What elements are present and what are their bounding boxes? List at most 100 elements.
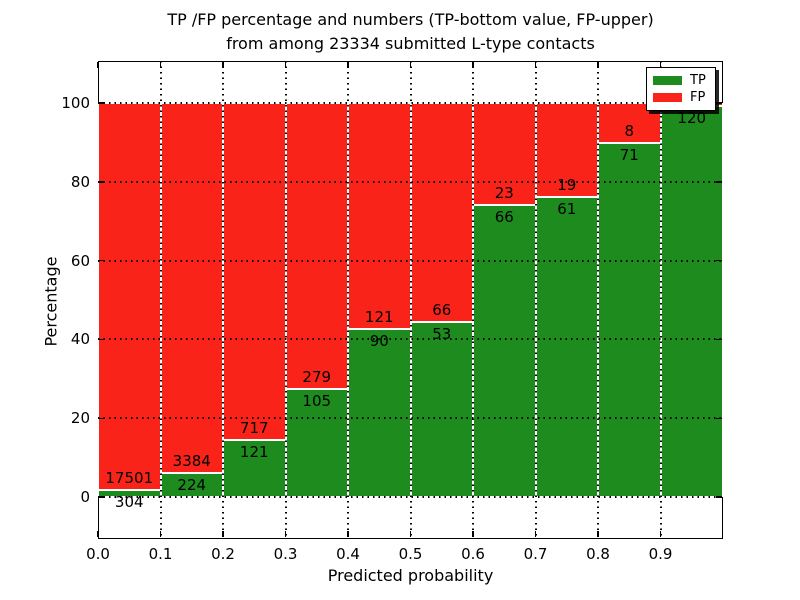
x-tick-label: 0.0 <box>86 545 110 563</box>
bar-segment-fp <box>473 103 536 205</box>
x-tick-mark-bottom <box>97 531 99 537</box>
x-tick-mark-top <box>159 62 162 68</box>
gridline-x <box>284 61 287 539</box>
x-tick-mark-bottom <box>159 531 162 537</box>
bar-segment-fp <box>223 103 286 441</box>
tp-value-label: 53 <box>432 324 452 343</box>
x-tick-mark-bottom <box>347 531 349 537</box>
tp-value-label: 120 <box>677 109 707 128</box>
x-tick-mark-bottom <box>472 531 474 537</box>
y-tick-mark-left <box>99 102 105 104</box>
y-tick-mark-right <box>716 417 722 419</box>
y-tick-label: 20 <box>70 409 90 428</box>
legend-swatch-tp <box>653 76 682 85</box>
tp-value-label: 66 <box>494 207 514 226</box>
x-tick-label: 0.8 <box>586 545 610 563</box>
y-tick-label: 0 <box>80 488 90 506</box>
legend-box: TP FP <box>646 67 716 111</box>
x-tick-label: 0.6 <box>461 545 485 563</box>
y-tick-mark-left <box>99 259 105 262</box>
fp-value-label: 23 <box>494 183 514 202</box>
y-tick-mark-left <box>99 338 105 341</box>
y-tick-mark-left <box>99 417 105 419</box>
fp-value-label: 19 <box>557 175 577 194</box>
bar-segment-fp <box>410 103 473 322</box>
x-tick-mark-bottom <box>597 531 599 537</box>
x-tick-mark-bottom <box>284 531 287 537</box>
gridline-x <box>534 61 537 539</box>
bar-segment-tp <box>535 196 598 497</box>
x-tick-label: 0.4 <box>336 545 360 563</box>
tp-value-label: 304 <box>114 493 144 512</box>
fp-value-label: 8 <box>624 121 635 140</box>
legend-label-tp: TP <box>690 73 706 88</box>
tp-value-label: 90 <box>369 331 389 350</box>
chart-title: TP /FP percentage and numbers (TP-bottom… <box>98 8 723 56</box>
x-tick-label: 0.9 <box>648 545 673 563</box>
fp-value-label: 121 <box>364 307 394 326</box>
legend-item-tp: TP <box>653 74 709 87</box>
gridline-x <box>409 61 412 539</box>
chart-title-line2: from among 23334 submitted L-type contac… <box>226 34 595 53</box>
x-tick-mark-top <box>409 62 412 68</box>
y-tick-mark-right <box>716 496 722 498</box>
x-tick-label: 0.3 <box>273 545 298 563</box>
x-axis-label: Predicted probability <box>327 566 494 585</box>
y-tick-mark-left <box>99 181 105 183</box>
bar-segment-fp <box>348 103 411 329</box>
tp-value-label: 121 <box>239 443 269 462</box>
bar-segment-fp <box>285 103 348 390</box>
tp-value-label: 224 <box>177 475 207 494</box>
fp-value-label: 3384 <box>172 451 211 470</box>
x-tick-mark-bottom <box>409 531 412 537</box>
bar-segment-tp <box>598 142 661 497</box>
gridline-x <box>222 61 224 539</box>
legend-item-fp: FP <box>653 91 709 104</box>
legend-label-fp: FP <box>690 90 706 105</box>
y-tick-mark-right <box>716 338 722 341</box>
x-tick-mark-top <box>472 62 474 68</box>
x-tick-mark-bottom <box>659 531 662 537</box>
y-axis-label: Percentage <box>41 256 61 347</box>
tp-value-label: 71 <box>619 145 639 164</box>
chart-title-line1: TP /FP percentage and numbers (TP-bottom… <box>167 10 654 29</box>
y-tick-label: 100 <box>61 94 90 112</box>
gridline-x <box>659 61 662 539</box>
fp-value-label: 66 <box>432 300 452 319</box>
y-tick-mark-right <box>716 259 722 262</box>
y-tick-label: 40 <box>70 330 90 349</box>
x-tick-mark-bottom <box>534 531 537 537</box>
x-tick-label: 0.7 <box>523 545 548 563</box>
bar-segment-tp <box>410 321 473 497</box>
x-tick-mark-top <box>97 62 99 68</box>
gridline-x <box>347 61 349 539</box>
x-tick-label: 0.1 <box>148 545 173 563</box>
y-tick-label: 60 <box>70 251 90 270</box>
fp-value-label: 17501 <box>105 469 154 488</box>
gridline-x <box>472 61 474 539</box>
gridline-x <box>597 61 599 539</box>
fp-value-label: 279 <box>302 368 332 387</box>
x-tick-label: 0.2 <box>211 545 235 563</box>
y-tick-mark-right <box>716 102 722 104</box>
x-tick-mark-top <box>597 62 599 68</box>
x-tick-mark-top <box>659 62 662 68</box>
y-tick-mark-right <box>716 181 722 183</box>
bar-segment-tp <box>348 328 411 497</box>
x-tick-mark-bottom <box>222 531 224 537</box>
bar-segment-tp <box>660 106 723 497</box>
x-tick-mark-top <box>534 62 537 68</box>
bar-segment-tp <box>473 204 536 497</box>
legend-swatch-fp <box>653 93 682 102</box>
x-tick-mark-top <box>222 62 224 68</box>
tp-value-label: 105 <box>302 392 332 411</box>
fp-value-label: 717 <box>239 419 269 438</box>
y-tick-mark-left <box>99 496 105 498</box>
gridline-x <box>159 61 162 539</box>
x-tick-label: 0.5 <box>398 545 423 563</box>
x-tick-mark-top <box>284 62 287 68</box>
x-tick-mark-top <box>347 62 349 68</box>
tp-value-label: 61 <box>557 199 577 218</box>
y-tick-label: 80 <box>70 172 90 191</box>
